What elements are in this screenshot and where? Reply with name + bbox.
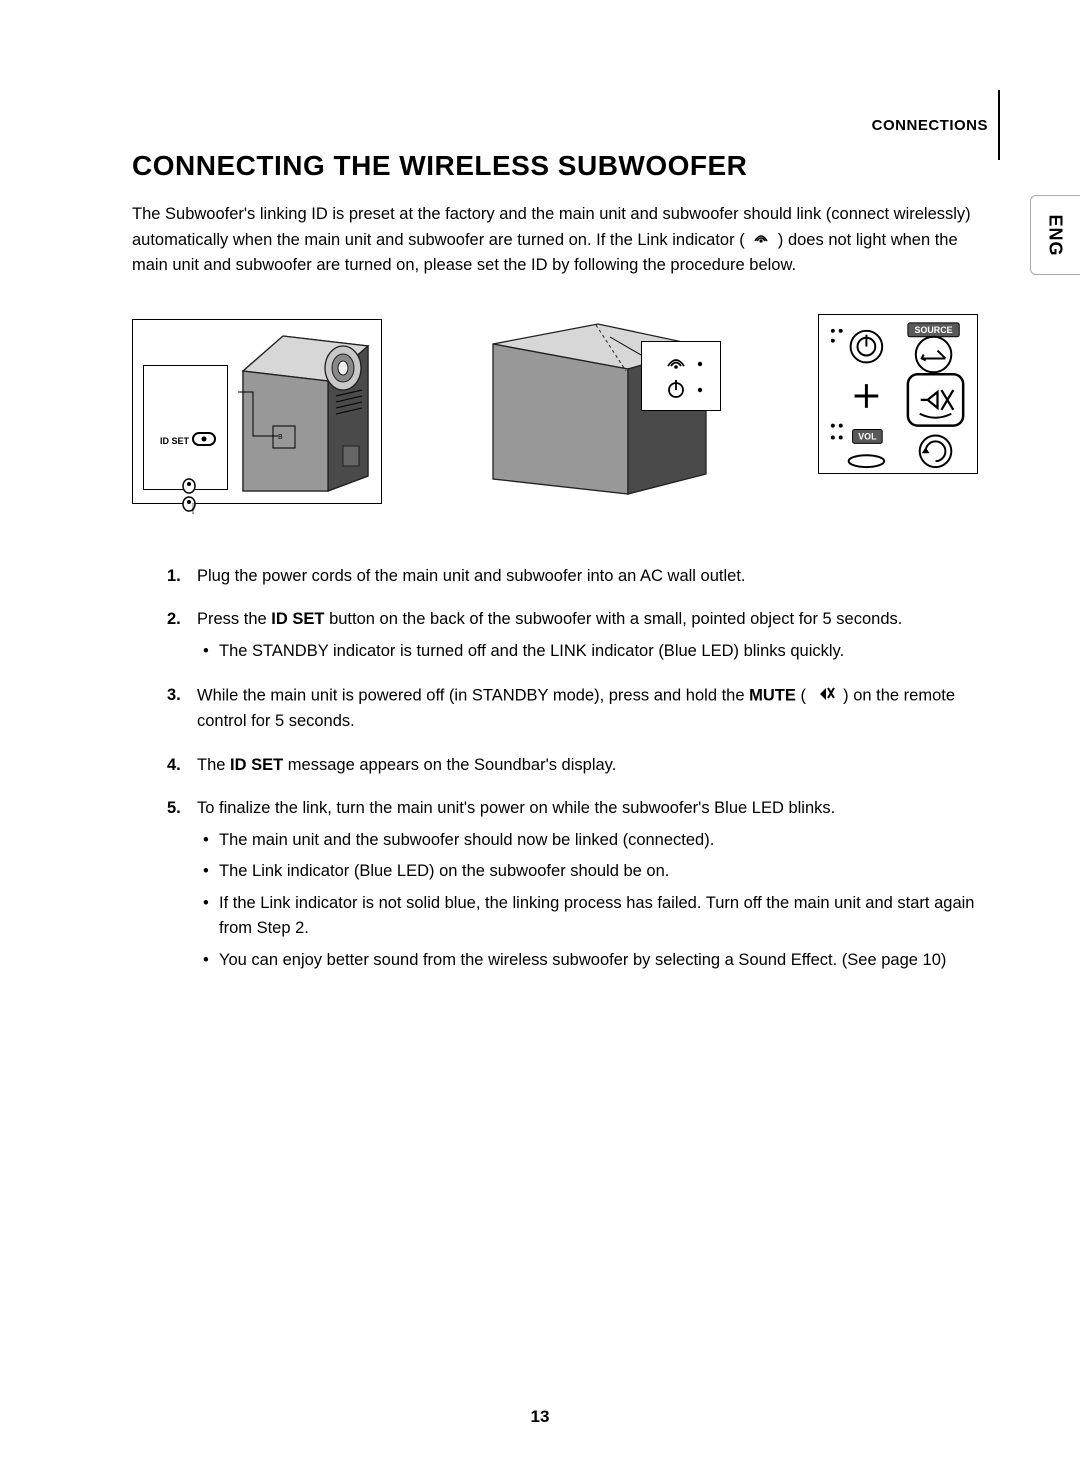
step-5: 5. To finalize the link, turn the main u… <box>167 796 978 973</box>
indicator-callout <box>641 341 721 411</box>
idset-bold: ID SET <box>230 756 283 774</box>
intro-text: The Subwoofer's linking ID is preset at … <box>132 202 988 279</box>
svg-text:B: B <box>278 434 283 441</box>
step-num: 5. <box>167 796 181 822</box>
step-text: To finalize the link, turn the main unit… <box>197 799 835 817</box>
step-num: 4. <box>167 753 181 779</box>
step-text: While the main unit is powered off (in S… <box>197 686 749 704</box>
bullet: If the Link indicator is not solid blue,… <box>197 891 978 942</box>
step-text: message appears on the Soundbar's displa… <box>283 756 616 774</box>
power-connector-icon: POWER <box>179 478 199 518</box>
idset-button-icon <box>192 432 216 446</box>
step-text: Plug the power cords of the main unit an… <box>197 567 746 585</box>
page-number: 13 <box>531 1407 550 1427</box>
figure-remote: SOURCE VOL <box>818 314 978 474</box>
step-2: 2. Press the ID SET button on the back o… <box>167 607 978 664</box>
step-num: 1. <box>167 564 181 590</box>
subwoofer-back-panel: ID SET POWER <box>143 365 228 490</box>
link-icon <box>751 228 771 254</box>
bullet: The Link indicator (Blue LED) on the sub… <box>197 859 978 885</box>
svg-text:VOL: VOL <box>858 431 877 441</box>
bullet: The STANDBY indicator is turned off and … <box>197 639 978 665</box>
divider <box>998 90 1000 160</box>
bullet: The main unit and the subwoofer should n… <box>197 828 978 854</box>
step-text: Press the <box>197 610 271 628</box>
svg-text:SOURCE: SOURCE <box>915 325 953 335</box>
idset-label: ID SET <box>160 436 189 446</box>
subwoofer-iso-icon: B <box>238 326 373 496</box>
page: CONNECTIONS ENG CONNECTING THE WIRELESS … <box>0 0 1080 1467</box>
step-num: 3. <box>167 683 181 709</box>
bullet: You can enjoy better sound from the wire… <box>197 948 978 974</box>
power-label: POWER <box>191 503 195 515</box>
step-text: button on the back of the subwoofer with… <box>324 610 902 628</box>
step-3: 3. While the main unit is powered off (i… <box>167 683 978 735</box>
step-text: ( <box>796 686 811 704</box>
step-text: The <box>197 756 230 774</box>
figure-row: ID SET POWER <box>132 319 978 504</box>
mute-icon <box>814 683 836 710</box>
lang-tab-label: ENG <box>1045 214 1066 256</box>
step-4: 4. The ID SET message appears on the Sou… <box>167 753 978 779</box>
idset-bold: ID SET <box>271 610 324 628</box>
lang-tab: ENG <box>1030 195 1080 275</box>
step-num: 2. <box>167 607 181 633</box>
section-header: CONNECTIONS <box>872 90 1000 160</box>
instruction-list: 1. Plug the power cords of the main unit… <box>167 564 978 974</box>
step-2-bullets: The STANDBY indicator is turned off and … <box>197 639 978 665</box>
figure-main-unit <box>488 319 713 499</box>
step-1: 1. Plug the power cords of the main unit… <box>167 564 978 590</box>
step-5-bullets: The main unit and the subwoofer should n… <box>197 828 978 974</box>
remote-icon: SOURCE VOL <box>819 315 977 473</box>
figure-subwoofer-back: ID SET POWER <box>132 319 382 504</box>
mute-bold: MUTE <box>749 686 796 704</box>
section-label: CONNECTIONS <box>872 117 988 134</box>
